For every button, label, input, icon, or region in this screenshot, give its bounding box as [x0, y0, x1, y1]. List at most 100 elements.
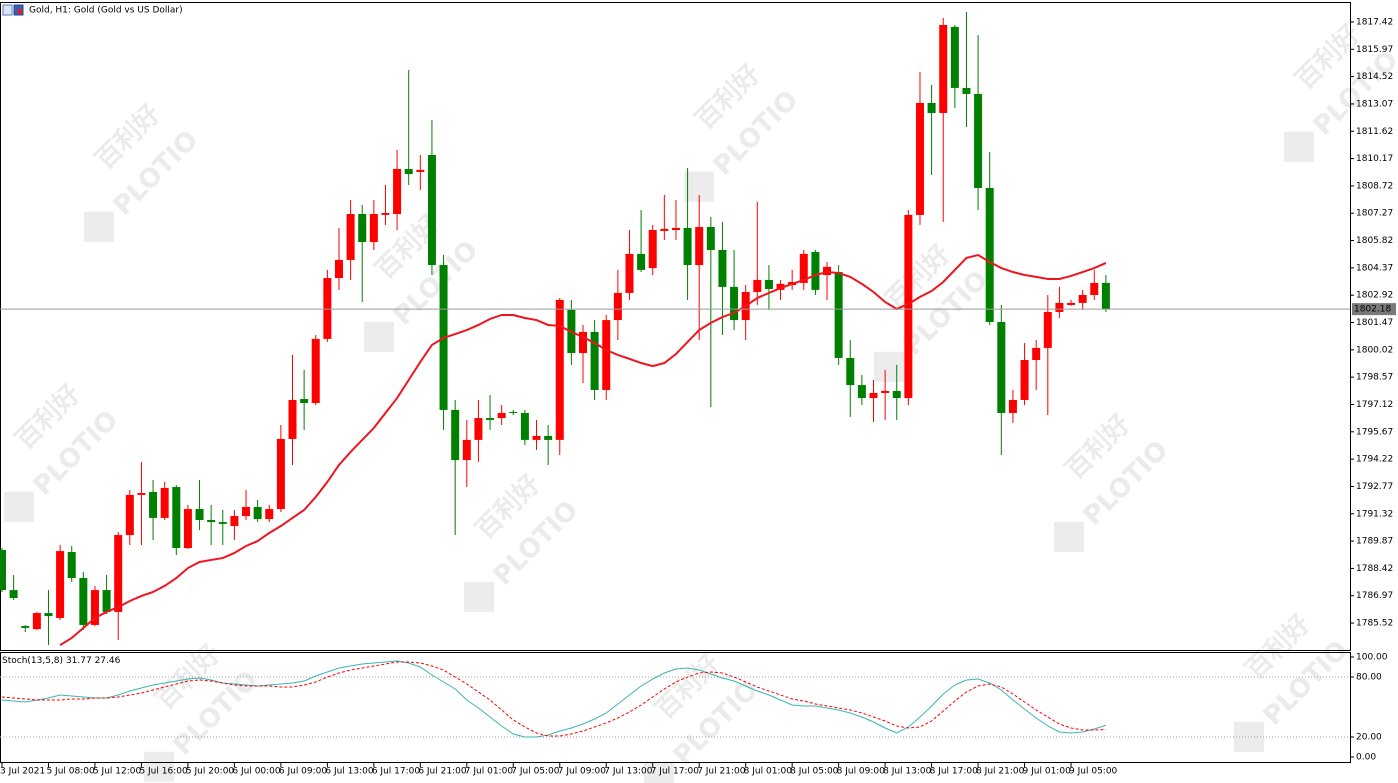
candle-body [660, 228, 669, 231]
candle-body [0, 549, 6, 591]
last-price-box [1352, 303, 1396, 316]
candle-body [811, 252, 820, 290]
y-tick-label: 1811.62 [1356, 127, 1393, 137]
x-tick-label: 5 Jul 20:00 [186, 767, 235, 777]
candle-body [846, 357, 855, 386]
candle-body [346, 213, 355, 260]
candle-body [160, 487, 169, 518]
candle-body [195, 509, 204, 520]
icon [2, 4, 13, 16]
y-tick-label: 1788.42 [1356, 564, 1393, 574]
x-tick-label: 5 Jul 16:00 [139, 767, 188, 777]
candle-body [997, 321, 1006, 413]
x-tick-label: 8 Jul 05:00 [790, 767, 839, 777]
candle-body [939, 24, 948, 113]
stoch-frame [0, 652, 1351, 763]
x-tick-label: 7 Jul 09:00 [558, 767, 607, 777]
candle-body [974, 93, 983, 188]
candle-body [1008, 399, 1017, 413]
candle-body [799, 253, 808, 283]
y-tick-label: 1813.07 [1356, 99, 1393, 109]
y-tick-label: 100.00 [1356, 653, 1388, 663]
candle-body [114, 535, 123, 612]
indicator-label: Stoch(13,5,8) 31.77 27.46 [2, 656, 121, 666]
candle-body [1067, 302, 1076, 305]
candle-body [323, 278, 332, 339]
stoch-line [1, 660, 1107, 738]
x-tick-label: 7 Jul 13:00 [604, 767, 653, 777]
y-tick-label: 1804.37 [1356, 263, 1393, 273]
y-tick-label: 1798.57 [1356, 373, 1393, 383]
candle-body [927, 102, 936, 113]
x-tick-label: 5 Jul 12:00 [93, 767, 142, 777]
x-tick-label: 8 Jul 21:00 [976, 767, 1025, 777]
indicator-value: 31.77 [66, 656, 92, 666]
candle-body [1055, 302, 1064, 312]
candle-body [427, 155, 436, 266]
candle-body [334, 259, 343, 279]
candle-body [358, 213, 367, 243]
x-tick-label: 7 Jul 01:00 [465, 767, 514, 777]
watermark-logo [643, 761, 674, 783]
y-tick-label: 0.00 [1356, 753, 1376, 763]
watermark-logo [143, 751, 174, 782]
candle-body [125, 494, 134, 536]
candle-body [683, 227, 692, 266]
candle-body [67, 552, 76, 579]
candle-body [149, 491, 158, 518]
candle-body [718, 249, 727, 287]
candle-body [706, 226, 715, 250]
candle-body [404, 168, 413, 175]
y-tick-label: 1807.27 [1356, 209, 1393, 219]
indicator-value: 27.46 [95, 656, 121, 666]
candle-body [416, 169, 425, 172]
candle-body [79, 578, 88, 625]
candle-body [381, 213, 390, 215]
candle-body [288, 399, 297, 439]
candle-body [1020, 360, 1029, 400]
indicator-name: Stoch(13,5,8) [2, 656, 63, 666]
y-tick-label: 1814.52 [1356, 72, 1393, 82]
x-tick-label: 6 Jul 09:00 [279, 767, 328, 777]
candle-body [230, 516, 239, 527]
candle-body [218, 522, 227, 524]
y-tick-label: 1791.32 [1356, 509, 1393, 519]
candle-body [102, 590, 111, 612]
candle-body [265, 509, 274, 520]
candle-body [520, 412, 529, 440]
y-tick-label: 1785.52 [1356, 619, 1393, 629]
y-tick-label: 1801.47 [1356, 318, 1393, 328]
y-tick-label: 1802.92 [1356, 291, 1393, 301]
candle-body [950, 26, 959, 88]
x-tick-label: 8 Jul 01:00 [744, 767, 793, 777]
candle-body [369, 213, 378, 243]
candle-body [300, 399, 309, 403]
candle-body [311, 338, 320, 403]
x-tick-label: 7 Jul 17:00 [651, 767, 700, 777]
y-tick-label: 20.00 [1356, 733, 1382, 743]
candle-body [637, 253, 646, 270]
candle-body [915, 102, 924, 215]
watermark-logo [1283, 131, 1314, 162]
candle-body [555, 299, 564, 440]
y-tick-label: 1789.87 [1356, 537, 1393, 547]
y-tick-label: 1815.97 [1356, 45, 1393, 55]
candle-body [242, 506, 251, 517]
candle-body [892, 390, 901, 399]
candle-body [985, 187, 994, 322]
x-tick-label: 6 Jul 21:00 [418, 767, 467, 777]
watermark-logo [873, 351, 904, 382]
x-tick-label: 8 Jul 13:00 [883, 767, 932, 777]
last-price-label: 1802.18 [1354, 305, 1391, 315]
x-tick-label: 9 Jul 01:00 [1023, 767, 1072, 777]
y-tick-label: 1792.77 [1356, 482, 1393, 492]
x-tick-label: 6 Jul 17:00 [372, 767, 421, 777]
candle-body [764, 279, 773, 289]
x-tick-label: 3 Jul 2021 [0, 767, 45, 777]
y-tick-label: 80.00 [1356, 673, 1382, 683]
y-tick-label: 1800.02 [1356, 345, 1393, 355]
candle-body [207, 519, 216, 523]
stoch-line [1, 661, 1106, 737]
